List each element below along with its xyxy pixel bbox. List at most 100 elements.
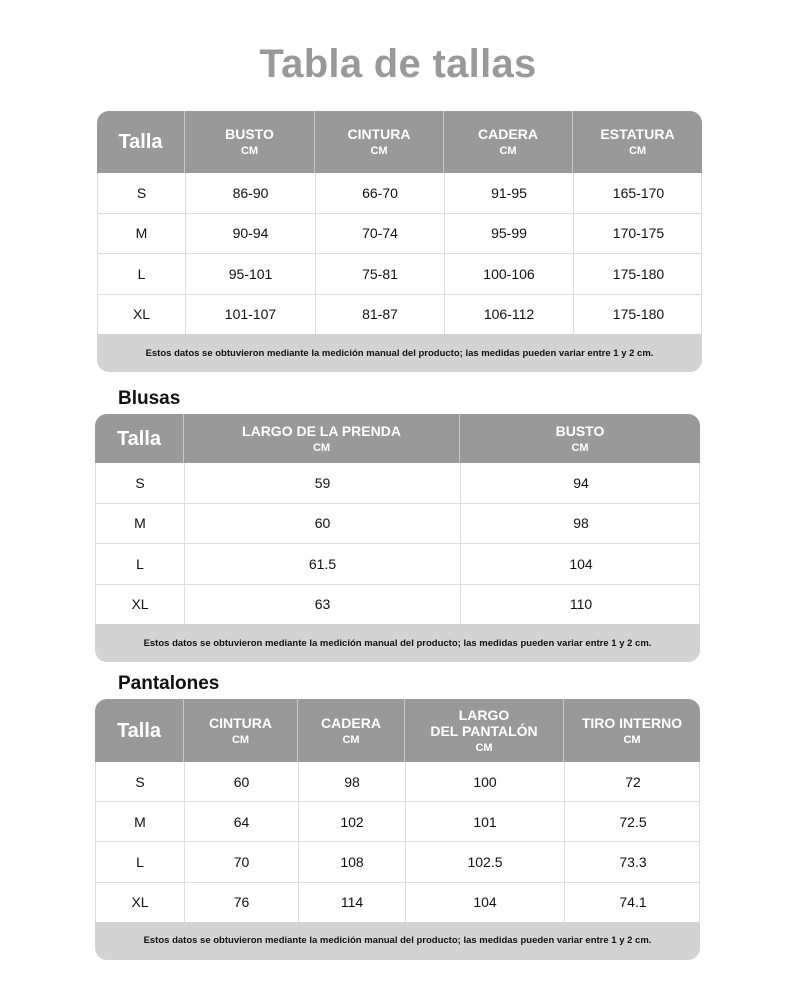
column-label: ESTATURA — [600, 126, 675, 142]
measure-cell: 101-107 — [185, 294, 315, 334]
size-cell: L — [137, 265, 146, 282]
measure-cell: 60 — [184, 762, 298, 802]
column-label: CADERA — [478, 126, 538, 142]
column-label: Talla — [118, 131, 163, 153]
column-header: CADERA CM — [443, 111, 572, 173]
measurement-note: Estos datos se obtuvieron mediante la me… — [95, 921, 700, 960]
column-unit: CM — [370, 145, 388, 157]
measure-cell: 94 — [460, 463, 700, 503]
column-label: TIRO INTERNO — [581, 714, 683, 731]
table-row: M 60 98 — [96, 502, 700, 543]
size-table: Talla LARGO DE LA PRENDA CM BUSTO CM S 59 94 M 60… — [95, 414, 700, 662]
measure-cell: 75-81 — [315, 254, 444, 294]
column-label: Talla — [116, 719, 162, 742]
measure-cell: 91-95 — [444, 173, 573, 213]
measure-cell: 81-87 — [315, 294, 444, 334]
column-unit: CM — [240, 145, 259, 157]
column-label: LARGO DE LA PRENDA — [242, 422, 401, 439]
column-header: ESTATURA CM — [572, 111, 702, 173]
column-unit: CM — [571, 441, 589, 454]
table-row: S 86-90 66-70 91-95 165-170 — [98, 173, 701, 213]
measurement-note: Estos datos se obtuvieron mediante la me… — [95, 624, 700, 662]
column-header: CADERA CM — [297, 699, 404, 762]
column-header: Talla — [95, 699, 183, 762]
measure-cell: 102 — [298, 802, 405, 842]
size-table: Talla CINTURA CM CADERA CM LARGO DEL PANTALÓN… — [95, 699, 700, 960]
measure-cell: 90-94 — [185, 213, 315, 253]
table-body: S 86-90 66-70 91-95 165-170 M 90-94 70-74 95-99 1… — [97, 173, 702, 334]
section-title: Blusas — [118, 388, 181, 409]
size-cell: M — [135, 225, 148, 242]
measure-cell: 170-175 — [573, 213, 702, 253]
measure-cell: 110 — [460, 584, 700, 624]
table-header: Talla CINTURA CM CADERA CM LARGO DEL PANTALÓN… — [95, 699, 700, 762]
measure-cell: 106-112 — [444, 294, 573, 334]
page-title: Tabla de tallas — [259, 42, 537, 86]
table-row: L 70 108 102.5 73.3 — [96, 841, 700, 882]
column-label: BUSTO — [555, 422, 605, 439]
measure-cell: 102.5 — [405, 842, 564, 882]
size-cell: S — [136, 184, 147, 201]
table-row: L 95-101 75-81 100-106 175-180 — [98, 253, 701, 294]
size-cell: M — [134, 813, 146, 830]
size-cell: S — [135, 474, 145, 491]
size-cell: L — [136, 555, 144, 572]
column-header: CINTURA CM — [183, 699, 297, 762]
table-row: XL 63 110 — [96, 583, 700, 624]
column-unit: CM — [623, 733, 641, 746]
column-unit: CM — [628, 145, 647, 157]
table-row: M 90-94 70-74 95-99 170-175 — [98, 212, 702, 253]
size-cell: XL — [131, 596, 149, 613]
column-label: BUSTO — [225, 126, 274, 142]
column-header: CINTURA CM — [314, 111, 443, 173]
measure-cell: 95-99 — [444, 213, 573, 253]
column-unit: CM — [499, 145, 517, 157]
column-label: CADERA — [321, 714, 381, 731]
size-cell: XL — [132, 306, 151, 323]
size-cell: S — [135, 773, 145, 790]
measure-cell: 61.5 — [184, 544, 460, 584]
table-row: XL 76 114 104 74.1 — [96, 881, 700, 922]
measure-cell: 104 — [405, 882, 564, 922]
column-label: Talla — [116, 427, 162, 450]
measure-cell: 86-90 — [185, 173, 315, 213]
measure-cell: 74.1 — [564, 882, 700, 922]
column-unit: CM — [312, 441, 331, 454]
column-label: CINTURA — [209, 714, 272, 731]
measure-cell: 108 — [298, 842, 405, 882]
measure-cell: 64 — [184, 802, 298, 842]
measure-cell: 100 — [405, 762, 564, 802]
measure-cell: 72 — [564, 762, 700, 802]
measure-cell: 101 — [405, 802, 564, 842]
measure-cell: 73.3 — [564, 842, 700, 882]
measure-cell: 175-180 — [573, 294, 702, 334]
table-row: S 59 94 — [96, 463, 699, 503]
measure-cell: 98 — [460, 503, 700, 543]
table-row: L 61.5 104 — [96, 543, 699, 584]
measure-cell: 100-106 — [444, 254, 573, 294]
table-header: Talla BUSTO CM CINTURA CM CADERA CM ESTATURA CM — [97, 111, 702, 173]
column-header: LARGO DEL PANTALÓN CM — [404, 699, 563, 762]
table-row: XL 101-107 81-87 106-112 175-180 — [98, 293, 702, 334]
column-header: Talla — [95, 414, 183, 463]
section-title: Pantalones — [118, 673, 220, 694]
measure-cell: 98 — [298, 762, 405, 802]
measure-cell: 70-74 — [315, 213, 444, 253]
size-table: Talla BUSTO CM CINTURA CM CADERA CM ESTATURA CM S… — [97, 111, 702, 372]
size-cell: XL — [131, 894, 149, 911]
column-header: TIRO INTERNO CM — [563, 699, 700, 762]
column-label: CINTURA — [347, 126, 411, 142]
size-cell: M — [134, 515, 146, 532]
measure-cell: 95-101 — [185, 254, 315, 294]
measure-cell: 114 — [298, 882, 405, 922]
measure-cell: 63 — [184, 584, 460, 624]
measure-cell: 175-180 — [573, 254, 702, 294]
measure-cell: 70 — [184, 842, 298, 882]
table-body: S 60 98 100 72 M 64 102 101 72.5 L 70 108 102.5 73.3 XL… — [95, 762, 700, 922]
column-header: BUSTO CM — [459, 414, 700, 463]
column-header: BUSTO CM — [184, 111, 314, 173]
measure-cell: 66-70 — [315, 173, 444, 213]
table-header: Talla LARGO DE LA PRENDA CM BUSTO CM — [95, 414, 700, 463]
column-unit: CM — [475, 741, 493, 754]
table-row: S 60 98 100 72 — [96, 762, 700, 802]
